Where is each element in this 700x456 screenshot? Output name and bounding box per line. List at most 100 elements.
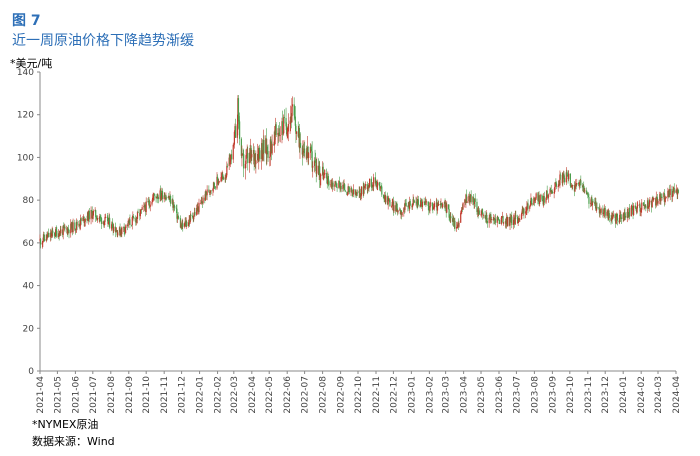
candle-body [262, 154, 264, 160]
candle-body [338, 181, 341, 183]
candle-body [206, 189, 208, 196]
candle-body [647, 200, 649, 209]
candle-body [608, 213, 610, 219]
candle-body [267, 151, 269, 158]
candle-body [401, 212, 403, 216]
candle-body [152, 196, 154, 198]
candle-body [545, 198, 547, 203]
candle-body [433, 206, 435, 208]
candle-body [623, 211, 625, 221]
candle-body [213, 182, 215, 187]
candle-body [481, 210, 483, 215]
candle-body [562, 174, 564, 184]
candle-body [131, 216, 133, 226]
candle-body [433, 203, 436, 207]
candle-body [397, 210, 399, 213]
candle-body [587, 195, 589, 197]
candle-body [178, 217, 180, 219]
candle-body [320, 174, 322, 176]
candle-body [403, 207, 405, 213]
candle-body [606, 211, 608, 216]
candle-body [417, 199, 419, 205]
candle-body [396, 203, 398, 209]
candle-body [103, 221, 106, 226]
candle-body [109, 217, 111, 228]
candle-body [627, 216, 630, 218]
candle-body [639, 204, 641, 212]
candle-body [76, 221, 78, 226]
candle-body [652, 198, 654, 201]
candle-body [405, 202, 407, 206]
candle-body [79, 225, 81, 227]
candle-body [294, 115, 296, 117]
candle-body [412, 199, 414, 204]
candle-body [653, 198, 655, 199]
candle-body [579, 182, 581, 186]
candle-body [114, 226, 117, 233]
candle-body [554, 181, 556, 187]
candle-body [428, 210, 430, 212]
x-tick-label: 2022-08 [319, 376, 329, 414]
candle-body [563, 177, 566, 183]
candle-body [640, 209, 642, 212]
candle-body [490, 219, 493, 220]
candle-body [236, 124, 238, 138]
candle-body [458, 222, 460, 227]
candle-body [241, 153, 243, 156]
candle-body [287, 124, 289, 132]
candle-body [133, 217, 135, 219]
candle-body [214, 186, 216, 189]
candle-body [549, 188, 551, 195]
candle-body [177, 216, 179, 218]
candle-body [525, 211, 527, 214]
candle-body [620, 217, 623, 219]
candle-body [497, 217, 500, 220]
x-tick-label: 2021-09 [125, 376, 135, 414]
x-tick-label: 2022-06 [283, 376, 293, 414]
candle-body [310, 148, 313, 152]
candle-body [90, 210, 92, 220]
candle-body [144, 204, 146, 209]
candle-body [660, 196, 662, 202]
candle-body [376, 185, 378, 187]
candle-body [657, 200, 659, 204]
series-footnote: *NYMEX原油 [32, 418, 99, 431]
candle-body [566, 172, 568, 175]
candle-body [424, 201, 426, 204]
candle-body [525, 210, 527, 212]
candle-body [543, 196, 545, 203]
candle-body [620, 214, 622, 218]
candle-body [295, 131, 298, 134]
candle-body [245, 155, 247, 164]
candle-body [182, 223, 184, 227]
candle-body [39, 239, 42, 245]
x-tick-label: 2022-10 [354, 376, 364, 414]
candle-body [628, 207, 631, 217]
candle-body [404, 202, 406, 210]
candle-body [240, 138, 242, 156]
candle-body [75, 228, 77, 230]
candle-body [509, 217, 511, 226]
candle-body [92, 215, 94, 218]
candle-body [488, 217, 490, 224]
candle-body [131, 225, 133, 226]
candle-body [299, 142, 302, 148]
x-tick-label: 2021-10 [142, 376, 152, 414]
candle-body [127, 220, 129, 227]
x-tick-label: 2021-04 [36, 376, 46, 414]
candle-body [263, 140, 265, 153]
candle-body [413, 199, 415, 201]
candle-body [363, 186, 365, 195]
candle-body [555, 183, 558, 187]
candle-body [354, 189, 356, 195]
x-tick-label: 2021-11 [160, 376, 170, 414]
candle-body [160, 195, 162, 198]
candle-body [615, 216, 617, 224]
candle-body [348, 186, 350, 188]
candle-body [514, 215, 516, 225]
candle-body [651, 198, 653, 208]
candle-body [391, 206, 393, 207]
candle-body [173, 204, 175, 207]
candle-body [356, 192, 358, 195]
candle-body [612, 216, 614, 219]
